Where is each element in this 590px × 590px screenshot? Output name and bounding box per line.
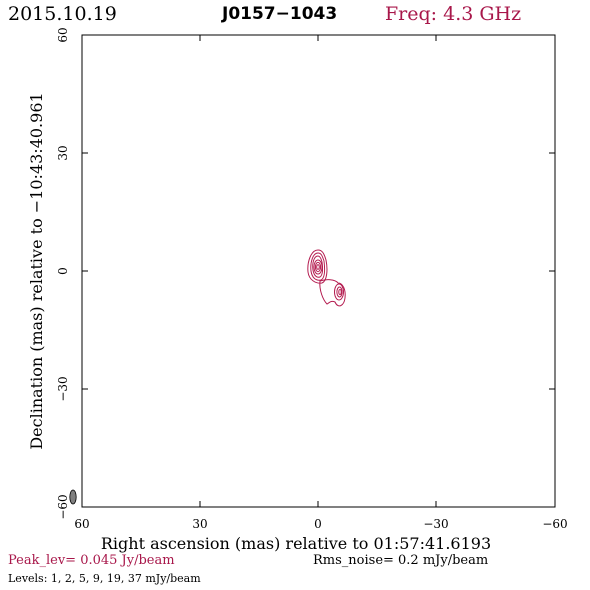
x-tick-label: −30 (423, 517, 448, 531)
beam-ellipse (69, 489, 77, 505)
core-contours (307, 249, 328, 284)
y-tick-label: 60 (56, 27, 70, 42)
x-tick-label: 0 (314, 517, 322, 531)
peak-level-label: Peak_lev= 0.045 Jy/beam (8, 553, 175, 568)
y-tick-label: 0 (56, 267, 70, 275)
contour-levels-label: Levels: 1, 2, 5, 9, 19, 37 mJy/beam (8, 572, 201, 585)
x-tick-label: −60 (542, 517, 567, 531)
source-name: J0157−1043 (222, 4, 338, 24)
tick-marks (82, 35, 555, 507)
y-tick-label: 30 (56, 145, 70, 160)
rms-noise-label: Rms_noise= 0.2 mJy/beam (313, 553, 489, 568)
y-tick-label: −60 (56, 494, 70, 519)
y-axis-label: Declination (mas) relative to −10:43:40.… (27, 92, 46, 449)
frequency-label: Freq: 4.3 GHz (385, 3, 522, 25)
plot-frame (81, 34, 556, 508)
y-tick-label: −30 (56, 376, 70, 401)
x-tick-label: 30 (192, 517, 207, 531)
x-tick-label: 60 (74, 517, 89, 531)
observation-date: 2015.10.19 (8, 3, 117, 25)
x-axis-label: Right ascension (mas) relative to 01:57:… (101, 534, 491, 553)
jet-contours (319, 279, 346, 307)
